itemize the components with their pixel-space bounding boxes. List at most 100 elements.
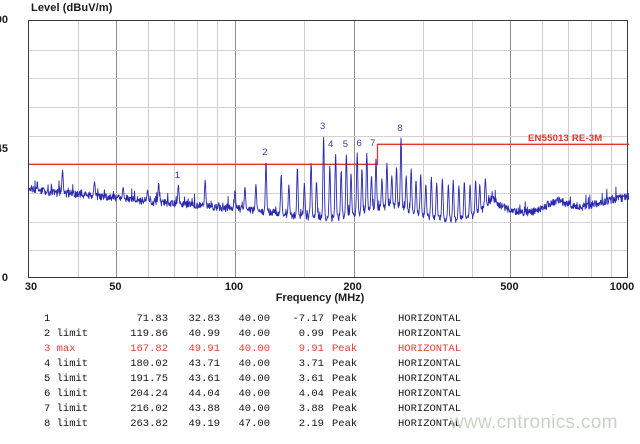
row-margin: 3.71 bbox=[298, 358, 324, 370]
row-index: 6 limit bbox=[44, 388, 89, 400]
row-limit: 40.00 bbox=[238, 313, 270, 325]
emi-scan-chart: Level (dBuV/m) 90 45 0 EN55013 RE-3M 30 5… bbox=[0, 2, 635, 304]
gridline-minor bbox=[196, 21, 198, 277]
y-axis-tick-label: 45 bbox=[0, 143, 8, 155]
gridline-minor bbox=[472, 21, 474, 277]
row-margin: 9.91 bbox=[298, 343, 324, 355]
gridline-minor bbox=[590, 21, 592, 277]
x-axis-title: Frequency (MHz) bbox=[275, 292, 365, 304]
gridline-horizontal bbox=[29, 221, 627, 223]
gridline-major bbox=[116, 21, 118, 277]
row-limit: 40.00 bbox=[238, 358, 270, 370]
row-index: 8 limit bbox=[44, 418, 89, 430]
row-frequency: 216.02 bbox=[130, 403, 168, 415]
gridline-minor bbox=[217, 21, 218, 277]
peak-marker-label: 4 bbox=[327, 138, 334, 150]
row-level: 44.04 bbox=[188, 388, 220, 400]
row-detector: Peak bbox=[332, 403, 358, 415]
peak-marker-label: 2 bbox=[262, 146, 268, 158]
row-polarization: HORIZONTAL bbox=[398, 328, 462, 340]
x-axis-tick-label: 1000 bbox=[609, 281, 635, 293]
peak-marker-label: 1 bbox=[174, 169, 181, 181]
row-frequency: 71.83 bbox=[136, 313, 168, 325]
x-axis-tick-label: 200 bbox=[343, 281, 362, 293]
table-row: 3 max 167.82 49.91 40.00 9.91 Peak HORIZONTAL bbox=[0, 342, 640, 357]
gridline-horizontal bbox=[29, 107, 627, 108]
peak-marker-label: 8 bbox=[397, 123, 403, 134]
gridline-major bbox=[510, 21, 512, 277]
row-limit: 40.00 bbox=[238, 328, 270, 340]
table-row: 4 limit 180.02 43.71 40.00 3.71 Peak HORIZONTA… bbox=[0, 357, 640, 372]
row-level: 43.88 bbox=[188, 403, 220, 415]
gridline-horizontal bbox=[29, 250, 627, 252]
row-level: 49.91 bbox=[188, 343, 220, 355]
row-level: 32.83 bbox=[188, 313, 220, 325]
gridline-horizontal bbox=[29, 135, 627, 137]
row-polarization: HORIZONTAL bbox=[398, 373, 462, 385]
row-level: 49.19 bbox=[188, 418, 220, 430]
row-detector: Peak bbox=[332, 328, 358, 340]
row-detector: Peak bbox=[332, 373, 358, 385]
table-row: 5 limit 191.75 43.61 40.00 3.61 Peak HORIZONTA… bbox=[0, 372, 640, 387]
row-polarization: HORIZONTAL bbox=[398, 343, 462, 355]
peak-marker-label: 3 bbox=[319, 120, 326, 132]
row-index: 2 limit bbox=[44, 328, 89, 340]
y-axis-tick-label: 90 bbox=[0, 14, 8, 26]
row-index: 7 limit bbox=[44, 403, 89, 415]
gridline-minor bbox=[78, 21, 80, 277]
row-frequency: 263.82 bbox=[130, 418, 168, 430]
row-level: 43.71 bbox=[188, 358, 220, 370]
table-row: 7 limit 216.02 43.88 40.00 3.88 Peak HORIZONTA… bbox=[0, 402, 640, 417]
row-frequency: 191.75 bbox=[130, 373, 168, 385]
row-margin: 2.19 bbox=[298, 418, 324, 430]
row-frequency: 119.86 bbox=[130, 328, 168, 340]
row-level: 40.99 bbox=[188, 328, 220, 340]
row-limit: 40.00 bbox=[238, 373, 270, 385]
row-index: 1 bbox=[44, 313, 51, 325]
row-margin: 3.61 bbox=[298, 373, 324, 385]
row-polarization: HORIZONTAL bbox=[398, 418, 462, 430]
row-limit: 40.00 bbox=[238, 343, 270, 355]
row-detector: Peak bbox=[332, 418, 358, 430]
grid-lines bbox=[29, 21, 627, 277]
row-limit: 47.00 bbox=[238, 418, 270, 430]
row-frequency: 180.02 bbox=[130, 358, 168, 370]
x-axis-tick-label: 500 bbox=[500, 281, 519, 293]
results-table: 1 71.83 32.83 40.00 -7.17 Peak HORIZONTAL 2 lim… bbox=[0, 312, 640, 444]
limit-legend-label: EN55013 RE-3M bbox=[528, 133, 603, 144]
trace-canvas bbox=[29, 136, 629, 223]
row-margin: 3.88 bbox=[298, 403, 324, 415]
row-detector: Peak bbox=[332, 313, 358, 325]
gridline-minor bbox=[541, 21, 543, 277]
row-limit: 40.00 bbox=[238, 403, 270, 415]
gridline-minor bbox=[423, 21, 424, 277]
gridline-minor bbox=[147, 21, 149, 277]
x-axis-tick-label: 100 bbox=[224, 281, 244, 293]
gridline-minor bbox=[304, 21, 306, 277]
peak-marker-label: 7 bbox=[370, 138, 376, 150]
row-frequency: 167.82 bbox=[130, 343, 168, 355]
row-limit: 40.00 bbox=[238, 388, 270, 400]
table-row: 8 limit 263.82 49.19 47.00 2.19 Peak HORIZONTA… bbox=[0, 417, 640, 432]
row-margin: 4.04 bbox=[298, 388, 324, 400]
row-index: 5 limit bbox=[44, 373, 89, 385]
row-detector: Peak bbox=[332, 388, 358, 400]
gridline-horizontal bbox=[29, 78, 627, 80]
peak-marker-label: 5 bbox=[342, 139, 349, 150]
row-polarization: HORIZONTAL bbox=[398, 313, 462, 325]
row-detector: Peak bbox=[332, 343, 358, 355]
x-axis-tick-label: 30 bbox=[24, 281, 38, 293]
row-margin: -7.17 bbox=[292, 313, 324, 325]
gridline-horizontal bbox=[29, 49, 627, 51]
row-polarization: HORIZONTAL bbox=[398, 358, 462, 370]
row-polarization: HORIZONTAL bbox=[398, 388, 462, 400]
peak-marker-label: 6 bbox=[356, 137, 362, 149]
plot-area bbox=[28, 20, 629, 278]
row-index: 3 max bbox=[44, 343, 76, 355]
x-axis-tick-label: 50 bbox=[109, 281, 122, 293]
gridline-major bbox=[235, 21, 236, 277]
gridline-major bbox=[353, 21, 355, 277]
watermark: www.cntronics.com bbox=[450, 412, 618, 433]
row-level: 43.61 bbox=[188, 373, 220, 385]
row-frequency: 204.24 bbox=[130, 388, 168, 400]
